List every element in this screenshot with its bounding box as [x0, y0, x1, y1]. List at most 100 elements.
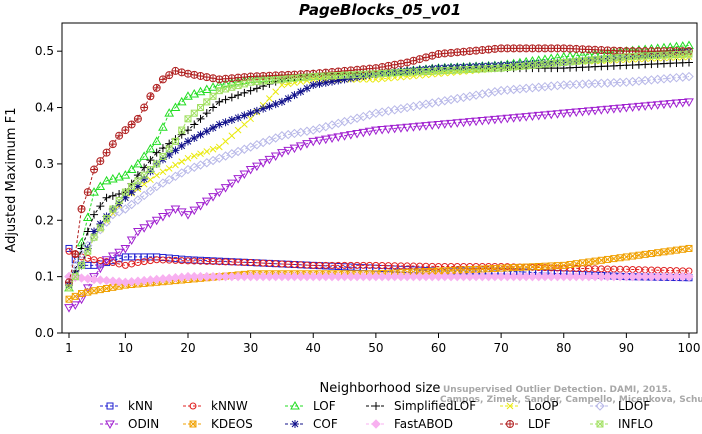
point-marker-plus — [485, 46, 492, 53]
point-marker — [145, 143, 156, 153]
point-marker — [170, 171, 181, 182]
point-marker-cross — [109, 283, 117, 291]
point-marker — [540, 59, 549, 68]
point-marker — [158, 178, 168, 188]
point-marker — [333, 133, 344, 142]
point-marker — [178, 158, 186, 166]
point-marker — [571, 108, 582, 118]
point-marker — [584, 271, 594, 282]
point-marker — [339, 271, 350, 282]
point-marker — [128, 182, 136, 190]
point-marker — [384, 61, 393, 70]
point-marker — [308, 137, 319, 147]
point-marker — [296, 271, 306, 282]
point-marker-cross — [579, 259, 586, 267]
point-marker-cross — [153, 160, 161, 168]
point-marker-cross — [648, 250, 655, 257]
point-marker-cross — [485, 265, 492, 273]
point-marker-plus — [416, 56, 423, 63]
y-axis: 0.0 0.1 0.2 0.3 0.4 0.5 — [35, 44, 62, 340]
point-marker — [220, 184, 231, 193]
point-marker — [283, 271, 293, 282]
point-marker — [183, 91, 193, 100]
point-marker — [396, 124, 406, 133]
point-marker-cross — [435, 267, 442, 275]
point-marker — [390, 68, 399, 77]
point-marker-cross — [547, 262, 555, 270]
point-marker — [383, 271, 394, 282]
point-marker-cross — [84, 247, 92, 255]
point-marker — [328, 77, 337, 86]
point-marker — [446, 119, 456, 129]
legend-label: INFLO — [618, 417, 653, 431]
point-marker — [464, 118, 475, 127]
point-marker-cross — [466, 66, 474, 73]
point-marker-cross — [579, 57, 586, 65]
point-marker — [221, 95, 230, 104]
point-marker-cross — [497, 64, 505, 72]
point-marker — [184, 115, 192, 123]
legend-label: SimplifiedLOF — [394, 399, 476, 413]
point-marker-plus — [441, 50, 448, 57]
point-marker — [82, 212, 93, 221]
point-marker-cross — [535, 263, 543, 270]
point-marker-cross — [554, 59, 561, 67]
point-marker — [640, 102, 651, 111]
point-marker-cross — [140, 171, 148, 179]
point-marker — [320, 135, 331, 145]
legend-item-cof: COF — [285, 417, 338, 431]
point-marker — [483, 116, 494, 125]
point-marker — [577, 107, 588, 117]
point-marker-cross — [416, 68, 424, 76]
point-marker-cross — [604, 55, 611, 62]
point-marker — [509, 60, 518, 69]
point-marker — [389, 271, 400, 282]
point-marker-cross — [616, 54, 624, 61]
point-marker — [77, 205, 86, 213]
point-marker-cross — [90, 287, 98, 295]
point-marker-cross — [529, 61, 536, 69]
point-marker — [247, 115, 254, 123]
point-marker — [506, 402, 514, 410]
point-marker — [546, 271, 556, 282]
point-marker — [190, 109, 198, 117]
point-marker-plus — [535, 45, 542, 52]
point-marker-cross — [316, 72, 323, 80]
legend-label: kNNW — [211, 399, 248, 413]
point-marker-cross — [334, 72, 342, 79]
x-tick-label: 80 — [556, 341, 571, 355]
point-marker-cross — [623, 253, 630, 261]
point-marker — [258, 159, 269, 168]
point-marker — [102, 148, 111, 157]
point-marker — [139, 224, 150, 233]
point-marker — [446, 271, 456, 282]
point-marker-plus — [172, 67, 179, 74]
point-marker — [151, 181, 162, 192]
point-marker — [396, 271, 406, 282]
point-marker — [371, 64, 380, 73]
point-marker — [685, 50, 693, 58]
point-marker — [277, 149, 287, 158]
point-marker-cross — [610, 255, 618, 262]
y-tick-label: 0.4 — [35, 101, 54, 115]
point-marker — [140, 180, 148, 188]
point-marker — [558, 109, 569, 119]
point-marker — [646, 271, 657, 282]
point-marker — [321, 271, 331, 282]
point-marker — [478, 46, 487, 55]
point-marker-plus — [460, 48, 467, 55]
legend-item-inflo: INFLO — [590, 417, 653, 431]
legend-item-fastabod: FastABOD — [366, 417, 453, 431]
point-marker — [171, 137, 179, 145]
point-marker — [108, 191, 117, 200]
legend-label: LDF — [528, 417, 551, 431]
point-marker-cross — [222, 85, 229, 93]
point-marker — [327, 271, 337, 282]
point-marker-cross — [478, 65, 486, 73]
point-marker — [452, 271, 462, 282]
point-marker — [615, 104, 625, 114]
point-marker — [358, 128, 369, 138]
point-marker — [552, 110, 563, 119]
point-marker — [170, 102, 181, 112]
